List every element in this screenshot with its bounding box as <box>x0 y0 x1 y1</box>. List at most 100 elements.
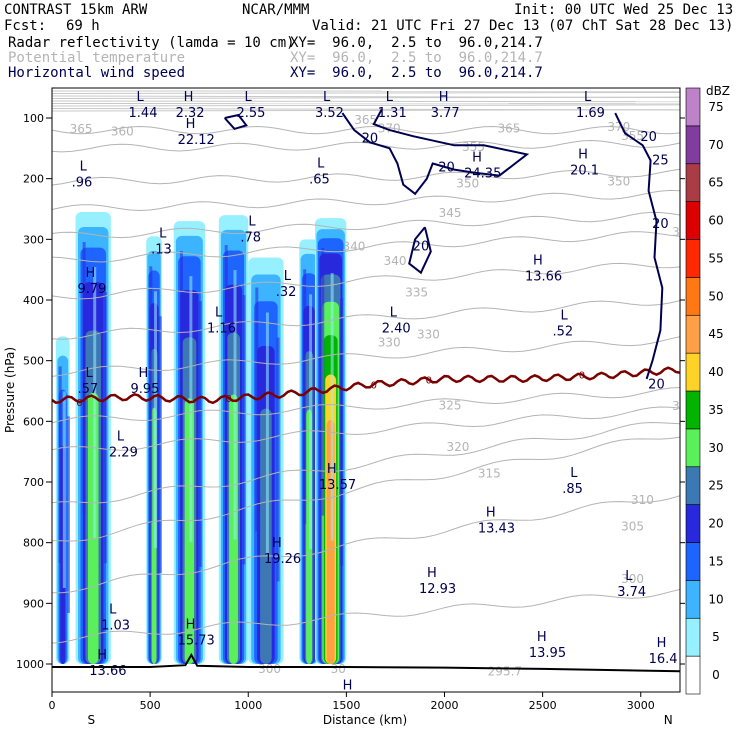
reflectivity-band <box>87 392 99 664</box>
extremum-type: H <box>537 630 547 645</box>
extremum-type: H <box>186 618 196 633</box>
colorbar-label: 30 <box>708 441 723 455</box>
theta-label: 320 <box>446 440 469 454</box>
extremum-value: 15.73 <box>178 634 215 649</box>
reflectivity-streak <box>103 292 107 564</box>
freezing-level-label: 0 <box>76 398 82 409</box>
theta-contour <box>52 495 680 594</box>
colorbar-label: 70 <box>708 138 723 152</box>
colorbar-unit: dBZ <box>706 84 730 98</box>
extremum-type: L <box>584 90 592 105</box>
theta-label: 305 <box>621 519 644 533</box>
extremum-type: L <box>244 90 252 105</box>
wind-label: 20 <box>648 378 665 393</box>
y-tick-label: 600 <box>23 415 44 428</box>
extremum-type: L <box>390 305 398 320</box>
extremum-value: 2.40 <box>382 321 411 336</box>
extremum-high: H12.93 <box>419 566 456 597</box>
y-tick-label: 300 <box>23 233 44 246</box>
reflectivity-streak <box>66 416 70 613</box>
reflectivity-streak <box>93 267 97 539</box>
y-tick-label: 200 <box>23 173 44 186</box>
theta-contour <box>52 139 680 153</box>
org-label: NCAR/MMM <box>242 2 310 18</box>
reflectivity-streak <box>330 273 334 541</box>
reflectivity-streak <box>265 312 269 557</box>
theta-contour <box>52 436 680 542</box>
extremum-low: L.78 <box>240 214 261 245</box>
extremum-type: L <box>284 269 292 284</box>
theta-label: 300 <box>621 572 644 586</box>
extremum-value: 1.03 <box>101 619 130 634</box>
extremum-type: H <box>486 505 496 520</box>
extremum-value: 2.55 <box>236 106 265 121</box>
extremum-type: H <box>472 151 482 166</box>
theta-contour <box>52 211 680 239</box>
wind-contour <box>341 109 530 196</box>
theta-label: 315 <box>672 399 695 413</box>
colorbar-swatch <box>685 617 701 657</box>
y-tick-label: 400 <box>23 294 44 307</box>
extremum-type: L <box>248 214 256 229</box>
extremum-value: 22.12 <box>178 133 215 148</box>
extremum-low: L.32 <box>276 269 297 300</box>
valid-time: Valid: 21 UTC Fri 27 Dec 13 (07 ChT Sat … <box>312 18 734 34</box>
colorbar-label: 15 <box>708 554 723 568</box>
x-axis-title: Distance (km) <box>323 713 407 727</box>
colorbar-label: 10 <box>708 592 723 606</box>
theta-contour <box>52 387 680 424</box>
wind-label: 20 <box>640 130 657 145</box>
theta-label: 365 <box>354 113 377 127</box>
x-tick-label: 0 <box>49 699 56 712</box>
theta-label: 310 <box>631 493 654 507</box>
theta-label: 365 <box>497 121 520 135</box>
extremum-high: H19.26 <box>264 536 301 567</box>
x-tick-label: 1000 <box>234 699 262 712</box>
extremum-value: .65 <box>309 173 330 188</box>
theta-label: 340 <box>342 240 365 254</box>
extremum-type: L <box>215 305 223 320</box>
theta-contour <box>52 406 680 451</box>
extremum-type: L <box>80 160 88 175</box>
extremum-type: L <box>560 308 568 323</box>
extremum-high: H3.77 <box>431 90 460 121</box>
reflectivity-streak <box>149 266 153 523</box>
extremum-high: H24.35 <box>464 151 501 182</box>
extremum-value: 1.31 <box>378 106 407 121</box>
field-wind-name: Horizontal wind speed <box>8 65 186 81</box>
extremum-type: H <box>343 678 353 693</box>
y-tick-label: 700 <box>23 476 44 489</box>
plot-frame <box>51 87 681 693</box>
extremum-value: 12.93 <box>419 582 456 597</box>
reflectivity-streak <box>189 276 193 542</box>
colorbar-label: 45 <box>708 327 723 341</box>
wind-contour <box>223 113 248 131</box>
theta-label: 345 <box>439 206 462 220</box>
extremum-type: H <box>439 90 449 105</box>
extremum-value: .57 <box>78 382 99 397</box>
colorbar-label: 20 <box>708 517 723 531</box>
theta-label: 315 <box>478 467 501 481</box>
x-tick-label: 500 <box>140 699 161 712</box>
extremum-value: .52 <box>552 324 573 339</box>
reflectivity-cell <box>173 221 206 664</box>
extremum-low: L.85 <box>562 466 583 497</box>
theta-label: 340 <box>672 225 695 239</box>
theta-contour <box>52 262 680 300</box>
extremum-value: 24.35 <box>464 167 501 182</box>
extremum-value: 13.66 <box>525 270 562 285</box>
theta-dense-line <box>52 96 680 99</box>
reflectivity-streak <box>224 245 228 515</box>
extremum-type: L <box>86 366 94 381</box>
extremum-type: L <box>625 569 633 584</box>
field-reflectivity-name: Radar reflectivity (lamda = 10 cm) <box>8 35 295 51</box>
fcst-hours: 69 h <box>66 18 100 34</box>
theta-label: 355 <box>462 140 485 154</box>
reflectivity-streak <box>303 269 307 525</box>
field-wind-xy: XY= 96.0, 2.5 to 96.0,214.7 <box>290 65 543 81</box>
extremum-low: L1.16 <box>207 305 236 336</box>
extremum-value: 2.32 <box>176 106 205 121</box>
x-end-label-south: S <box>87 713 95 727</box>
reflectivity-streak <box>179 251 183 517</box>
colorbar-swatch <box>685 352 701 392</box>
